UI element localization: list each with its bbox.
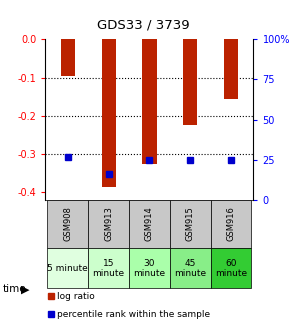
Text: GSM908: GSM908 xyxy=(63,207,72,241)
Bar xyxy=(47,248,88,288)
Text: 15
minute: 15 minute xyxy=(93,259,125,278)
Text: log ratio: log ratio xyxy=(57,292,95,301)
Bar xyxy=(101,39,116,186)
Text: GSM915: GSM915 xyxy=(186,207,195,241)
Text: GSM916: GSM916 xyxy=(226,207,236,241)
Text: ▶: ▶ xyxy=(21,284,30,294)
Bar xyxy=(211,248,251,288)
Bar xyxy=(47,200,88,248)
Text: 30
minute: 30 minute xyxy=(133,259,166,278)
Bar xyxy=(61,39,75,76)
Bar xyxy=(183,39,197,125)
Bar xyxy=(88,200,129,248)
Bar xyxy=(129,248,170,288)
Text: GSM913: GSM913 xyxy=(104,207,113,241)
Bar xyxy=(170,200,211,248)
Text: percentile rank within the sample: percentile rank within the sample xyxy=(57,310,210,318)
Bar xyxy=(129,200,170,248)
Text: time: time xyxy=(3,284,27,294)
Text: GSM914: GSM914 xyxy=(145,207,154,241)
Text: 60
minute: 60 minute xyxy=(215,259,247,278)
Bar xyxy=(224,39,238,98)
Bar xyxy=(142,39,156,164)
Bar xyxy=(88,248,129,288)
Bar xyxy=(211,200,251,248)
Text: 45
minute: 45 minute xyxy=(174,259,206,278)
Text: GDS33 / 3739: GDS33 / 3739 xyxy=(97,18,190,31)
Text: 5 minute: 5 minute xyxy=(47,264,88,273)
Bar xyxy=(170,248,211,288)
